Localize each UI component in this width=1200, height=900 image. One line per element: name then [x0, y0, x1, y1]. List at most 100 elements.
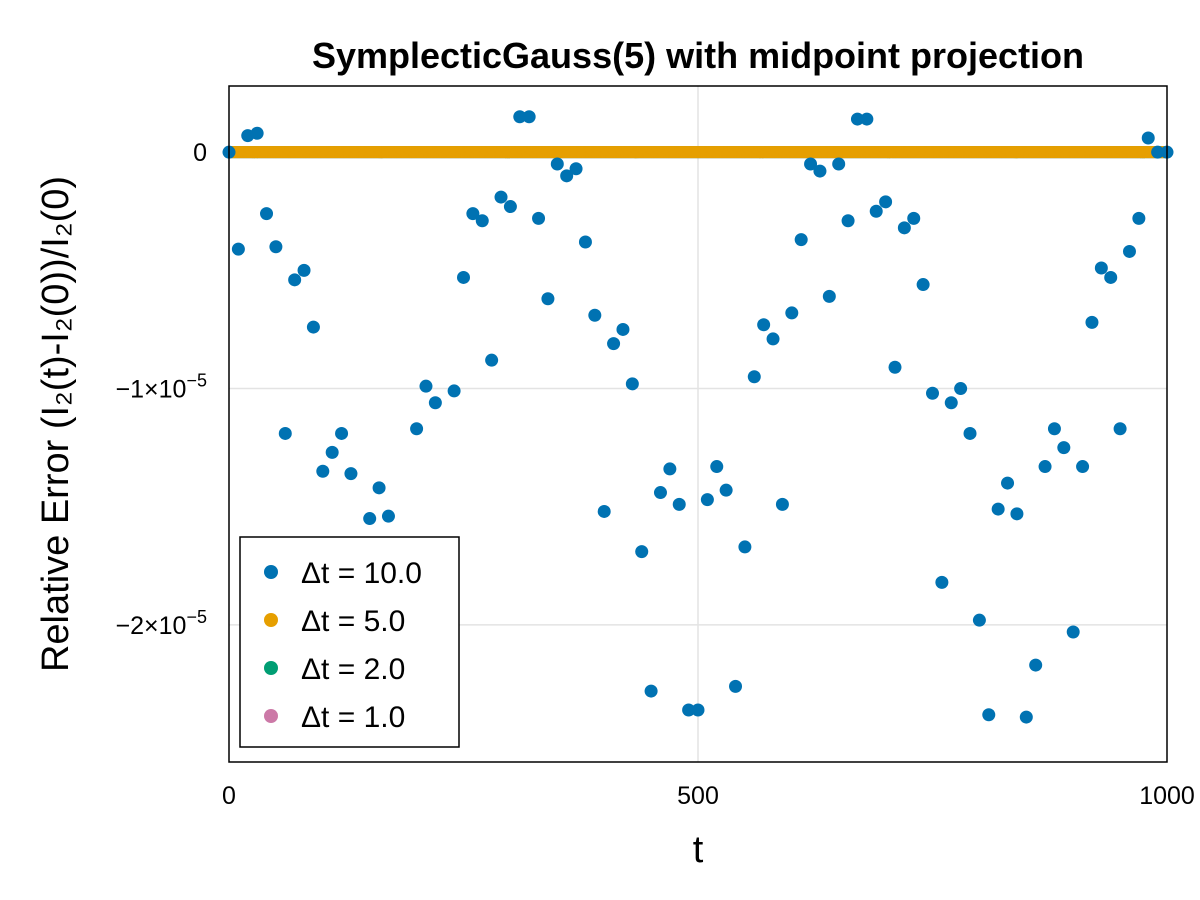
series-0-point: [381, 509, 395, 523]
series-0-point: [832, 157, 846, 171]
series-0-point: [982, 708, 996, 722]
series-0-point: [1047, 422, 1061, 436]
legend-label: Δt = 2.0: [301, 653, 405, 686]
series-0-point: [1122, 244, 1136, 258]
x-axis-label: t: [693, 829, 704, 871]
series-0-point: [588, 308, 602, 322]
series-0-point: [428, 396, 442, 410]
series-0-point: [879, 195, 893, 209]
series-0-point: [316, 464, 330, 478]
y-tick-label: −2×10−5: [116, 607, 207, 640]
series-0-point: [457, 270, 470, 284]
series-0-point: [635, 545, 649, 559]
series-0-point: [747, 370, 761, 384]
series-0-point: [250, 126, 264, 140]
tick-labels: 0 500 1000 0 −1×10−5 −2×10−5: [116, 139, 1195, 810]
series-0-point: [794, 233, 808, 247]
legend-marker: [264, 613, 278, 627]
series-0-point: [1038, 460, 1052, 474]
series-0-point: [672, 497, 686, 511]
series-0-point: [944, 396, 958, 410]
y-tick-label: 0: [193, 139, 207, 167]
series-0-point: [682, 703, 696, 717]
series-0-point: [325, 445, 339, 459]
series-0-point: [616, 322, 630, 336]
series-0-point: [972, 613, 986, 627]
series-0-point: [888, 360, 902, 374]
series-0-point: [1019, 710, 1033, 724]
x-tick-label: 0: [222, 782, 236, 810]
series-0-point: [916, 278, 930, 292]
plot-series: [222, 110, 1174, 724]
series-0-point: [569, 162, 583, 176]
series-0-point: [269, 240, 283, 254]
series-0-point: [653, 486, 667, 500]
series-0-point: [278, 426, 292, 440]
series-0-point: [475, 214, 489, 228]
series-0-point: [625, 377, 639, 391]
legend-marker: [264, 661, 278, 675]
series-0-point: [991, 502, 1005, 516]
series-0-point: [297, 263, 311, 277]
series-0-point: [550, 157, 564, 171]
x-tick-label: 500: [677, 782, 719, 810]
series-0-point: [700, 493, 714, 507]
series-0-point: [1085, 315, 1099, 329]
series-0-point: [907, 211, 921, 225]
series-0-point: [897, 221, 911, 235]
series-0-point: [926, 386, 939, 400]
series-0-point: [1094, 261, 1108, 275]
series-0-point: [869, 204, 883, 218]
series-0-point: [419, 379, 433, 393]
series-0-point: [963, 426, 977, 440]
series-0-point: [1141, 131, 1155, 145]
legend: Δt = 10.0 Δt = 5.0 Δt = 2.0 Δt = 1.0: [239, 536, 460, 748]
plot-frame: [228, 85, 1168, 763]
series-0-point: [597, 504, 611, 518]
series-0-point: [1132, 211, 1146, 225]
series-0-point: [522, 110, 536, 124]
series-0-point: [850, 112, 864, 126]
series-0-point: [494, 190, 508, 204]
series-0-point: [532, 211, 546, 225]
series-0-point: [260, 207, 274, 221]
series-0-point: [785, 306, 799, 320]
series-0-point: [663, 462, 677, 476]
series-0-point: [757, 318, 771, 332]
series-0-point: [822, 289, 836, 303]
series-0-point: [804, 157, 818, 171]
series-0-point: [729, 679, 743, 693]
legend-label: Δt = 1.0: [301, 701, 405, 734]
series-0-point: [935, 575, 949, 589]
series-0-point: [691, 703, 705, 717]
series-0-point: [335, 426, 349, 440]
series-0-point: [841, 214, 855, 228]
series-0-point: [466, 207, 480, 221]
series-1-markers: [223, 146, 1173, 159]
series-0-point: [1113, 422, 1127, 436]
legend-label: Δt = 5.0: [301, 605, 405, 638]
series-0-point: [766, 332, 780, 346]
series-0-point: [372, 481, 386, 495]
series-0-point: [578, 235, 592, 249]
series-0-point: [288, 273, 302, 287]
series-0-point: [344, 467, 358, 481]
series-0-point: [1151, 145, 1165, 159]
series-0-point: [503, 200, 517, 214]
series-0-point: [644, 684, 658, 698]
series-0-point: [410, 422, 424, 436]
series-0-point: [1010, 507, 1024, 521]
y-tick-label: −1×10−5: [116, 371, 207, 404]
series-0-point: [860, 112, 874, 126]
series-0-point: [1076, 460, 1090, 474]
series-0-point: [607, 337, 621, 351]
series-0-point: [447, 384, 461, 398]
series-0-point: [710, 460, 724, 474]
series-0-markers: [222, 110, 1174, 724]
series-0-point: [363, 512, 377, 526]
series-0-point: [1066, 625, 1080, 639]
series-0-point: [1001, 476, 1015, 490]
series-0-point: [775, 497, 789, 511]
